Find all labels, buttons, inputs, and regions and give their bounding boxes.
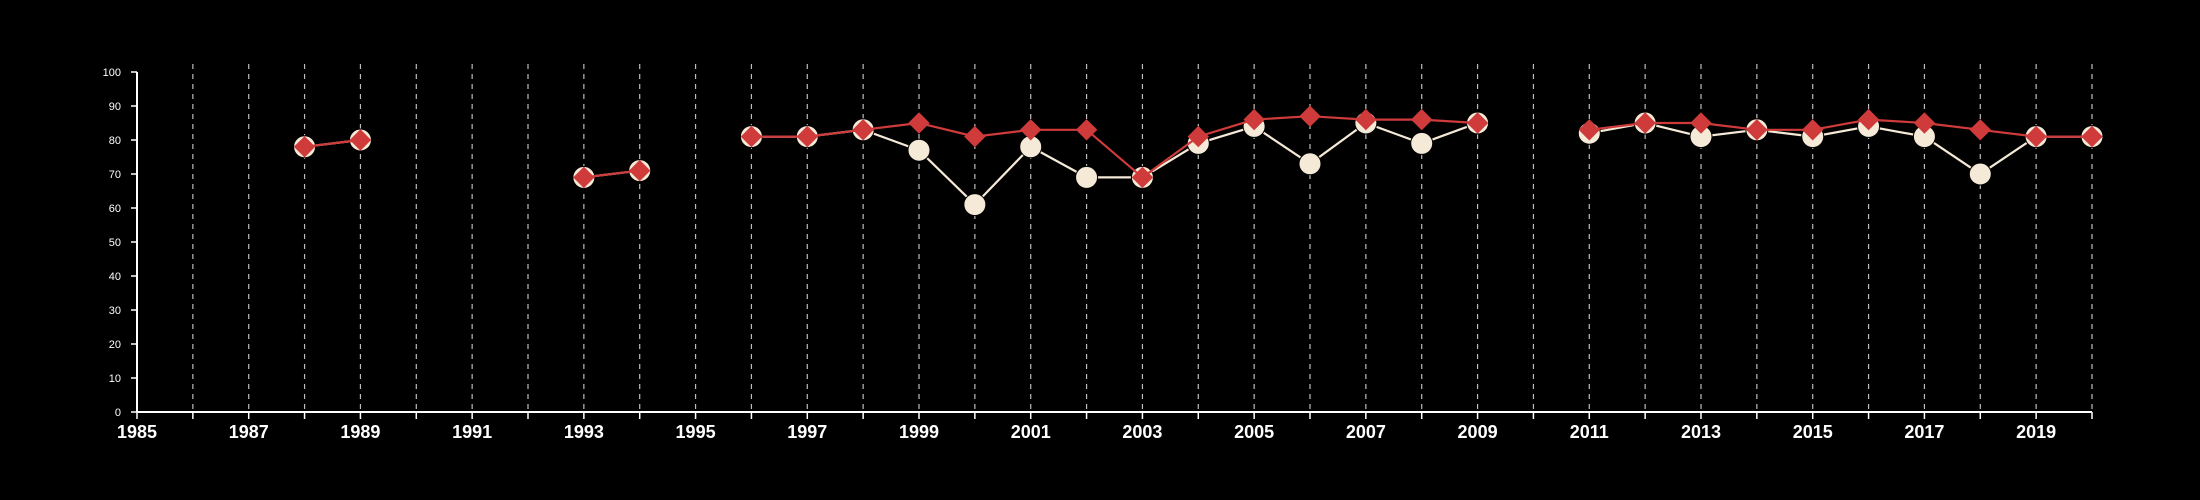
- series-0-point-2008: [1410, 131, 1434, 155]
- series-1-point-1994: [629, 159, 651, 182]
- y-tick-label-70: 70: [109, 169, 121, 181]
- series-1-point-2004: [1187, 125, 1209, 148]
- series-1-point-2012: [1634, 112, 1656, 134]
- series-1-point-1999: [908, 112, 930, 134]
- series-1-point-2009: [1466, 112, 1489, 134]
- x-tick-label-2001: 2001: [1011, 422, 1051, 442]
- x-tick-label-2007: 2007: [1346, 422, 1386, 442]
- x-tick-label-1993: 1993: [564, 422, 604, 442]
- x-tick-label-2015: 2015: [1793, 422, 1833, 442]
- data-series: [293, 105, 2104, 217]
- series-1-point-2008: [1411, 108, 1433, 131]
- x-tick-label-2003: 2003: [1122, 422, 1162, 442]
- x-tick-label-1997: 1997: [787, 422, 827, 442]
- x-tick-label-2019: 2019: [2016, 422, 2056, 442]
- x-tick-label-2009: 2009: [1458, 422, 1498, 442]
- series-1-point-1996: [740, 125, 763, 148]
- x-tick-label-2017: 2017: [1904, 422, 1944, 442]
- series-1-point-1989: [349, 129, 372, 151]
- y-tick-label-50: 50: [109, 237, 121, 249]
- y-tick-label-60: 60: [109, 203, 121, 215]
- series-1-point-2007: [1355, 108, 1377, 131]
- series-0-point-2006: [1298, 152, 1322, 176]
- y-tick-label-100: 100: [103, 67, 121, 79]
- y-tick-label-80: 80: [109, 135, 121, 147]
- series-1-point-1998: [852, 119, 874, 141]
- series-0-point-2002: [1075, 165, 1099, 189]
- x-tick-label-2005: 2005: [1234, 422, 1274, 442]
- y-tick-label-40: 40: [109, 271, 121, 283]
- series-1-point-1988: [293, 136, 316, 158]
- series-1: [293, 105, 2103, 189]
- x-tick-label-2011: 2011: [1570, 422, 1609, 442]
- series-1-point-2001: [1020, 119, 1042, 141]
- series-0-point-2000: [963, 193, 987, 217]
- axes: 0 10 20 30 40 50 60 70 80 90 100 1985 1987 1989 1991 19…: [103, 67, 2093, 442]
- x-tick-label-1989: 1989: [340, 422, 380, 442]
- series-1-point-2015: [1802, 119, 1824, 141]
- series-1-point-2020: [2081, 125, 2103, 148]
- series-1-point-2013: [1690, 112, 1712, 134]
- x-tick-label-1999: 1999: [899, 422, 939, 442]
- series-1-point-2011: [1578, 119, 1600, 141]
- series-1-point-1997: [796, 125, 818, 148]
- vertical-gridlines: [192, 64, 2093, 412]
- x-tick-label-2013: 2013: [1681, 422, 1721, 442]
- y-tick-label-0: 0: [115, 407, 121, 419]
- series-0-line-segment-3: [1589, 121, 2092, 176]
- y-tick-label-30: 30: [109, 305, 121, 317]
- series-1-point-2018: [1969, 119, 1991, 141]
- y-tick-label-90: 90: [109, 101, 121, 113]
- series-1-point-2002: [1075, 119, 1098, 141]
- series-1-point-2019: [2025, 125, 2047, 148]
- x-tick-label-1995: 1995: [676, 422, 716, 442]
- series-1-point-2014: [1746, 119, 1768, 141]
- x-tick-label-1985: 1985: [117, 422, 157, 442]
- x-tick-label-1991: 1991: [452, 422, 492, 442]
- series-1-point-2000: [964, 125, 986, 148]
- series-1-point-2017: [1913, 112, 1936, 134]
- series-0-point-2018: [1968, 162, 1992, 186]
- x-tick-label-1987: 1987: [229, 422, 269, 442]
- y-tick-label-10: 10: [109, 373, 121, 385]
- series-1-point-2003: [1131, 166, 1154, 189]
- y-tick-label-20: 20: [109, 339, 121, 351]
- series-1-point-1993: [573, 166, 595, 189]
- series-1-point-2005: [1243, 108, 1265, 131]
- series-0-point-1999: [907, 138, 931, 162]
- series-1-point-2016: [1857, 108, 1880, 131]
- series-1-line-segment-3: [1589, 118, 2092, 138]
- series-1-point-2006: [1299, 105, 1321, 127]
